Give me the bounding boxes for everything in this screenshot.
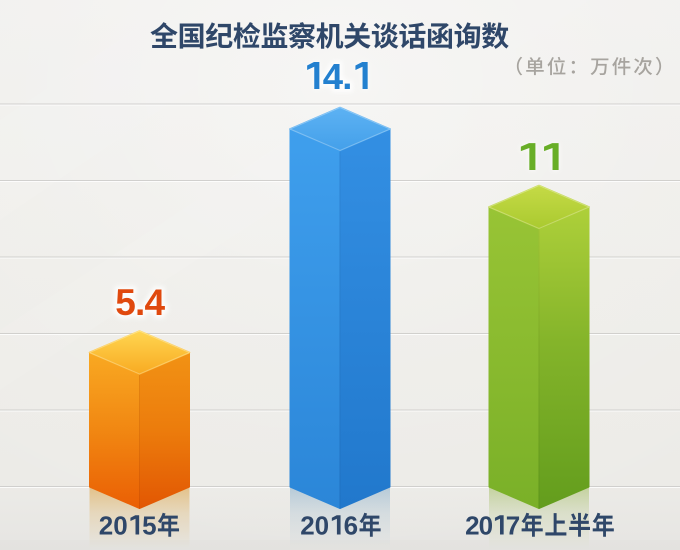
svg-text:5: 5 xyxy=(142,511,156,541)
svg-text:5.4: 5.4 xyxy=(115,282,165,323)
svg-text:5.4: 5.4 xyxy=(115,282,165,323)
svg-text:.: . xyxy=(342,56,352,97)
svg-text:4: 4 xyxy=(323,56,344,97)
svg-text:4: 4 xyxy=(323,56,344,97)
svg-text:2: 2 xyxy=(465,511,479,541)
svg-text:0: 0 xyxy=(479,511,493,541)
svg-text:2: 2 xyxy=(99,511,113,541)
svg-text:0: 0 xyxy=(315,511,329,541)
svg-text:7: 7 xyxy=(506,511,520,541)
svg-text:0: 0 xyxy=(113,511,127,541)
svg-text:2: 2 xyxy=(300,511,314,541)
svg-text:6: 6 xyxy=(344,511,358,541)
svg-text:.: . xyxy=(342,56,352,97)
